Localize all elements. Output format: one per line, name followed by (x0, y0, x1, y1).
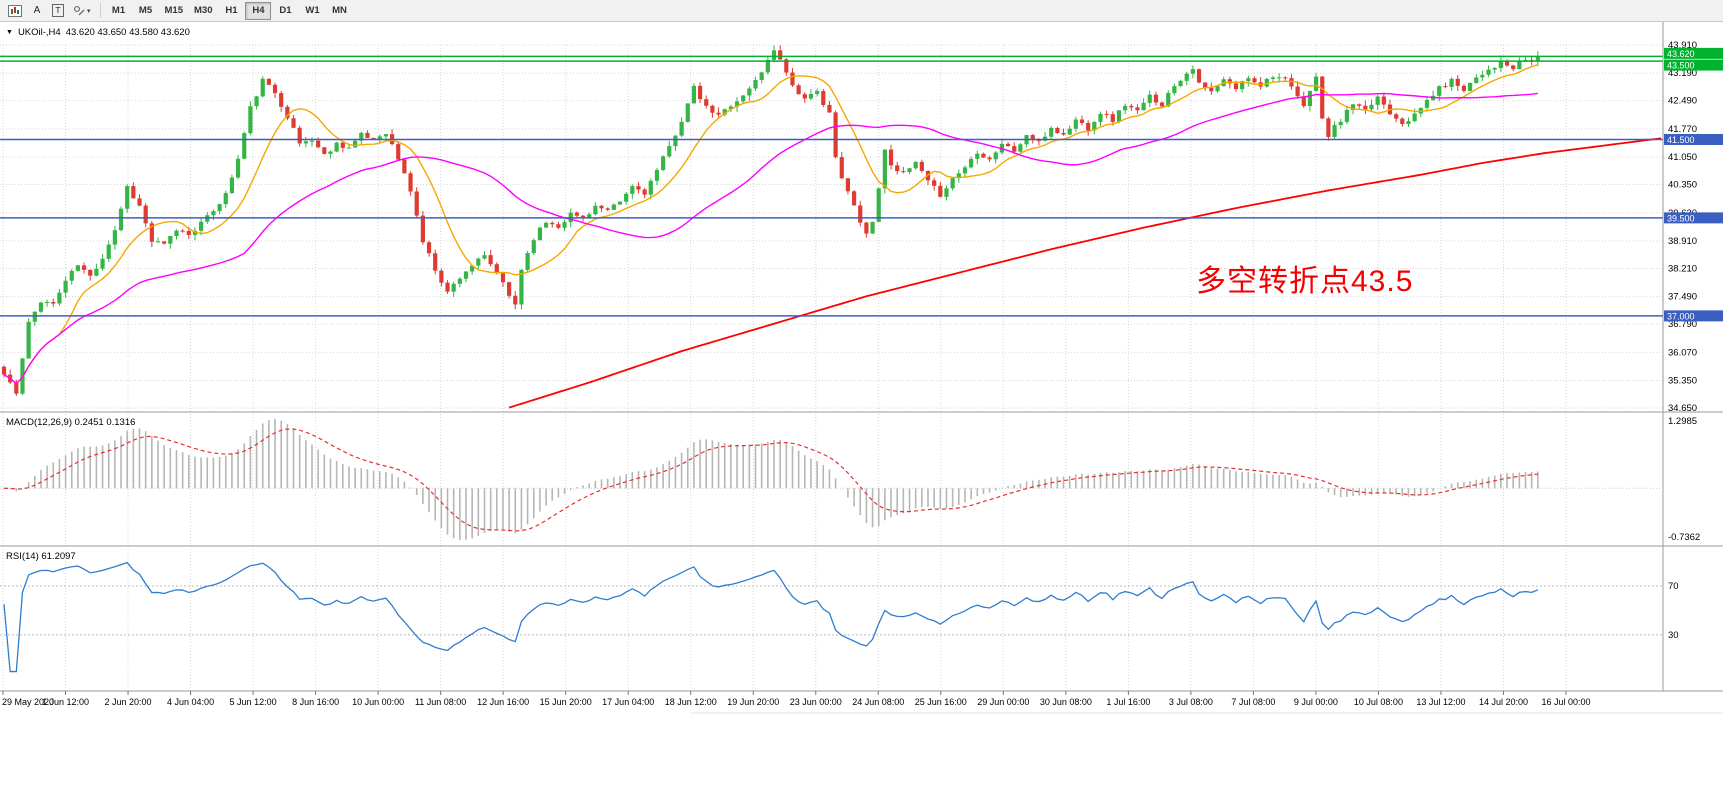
rsi-indicator-label: RSI(14) 61.2097 (6, 551, 76, 562)
price-chart-canvas[interactable]: 43.91043.19042.49041.77041.05040.35039.6… (0, 22, 1723, 793)
svg-text:43.190: 43.190 (1668, 68, 1697, 79)
svg-text:15 Jun 20:00: 15 Jun 20:00 (540, 697, 592, 707)
timeframe-mn-button[interactable]: MN (326, 2, 352, 20)
chart-annotation: 多空转折点43.5 (1196, 265, 1414, 298)
svg-text:34.650: 34.650 (1668, 403, 1697, 414)
svg-text:13 Jul 12:00: 13 Jul 12:00 (1416, 697, 1465, 707)
svg-text:18 Jun 12:00: 18 Jun 12:00 (665, 697, 717, 707)
macd-indicator-label: MACD(12,26,9) 0.2451 0.1316 (6, 417, 136, 428)
symbol-name: UKOil-,H4 (17, 27, 61, 38)
svg-text:25 Jun 16:00: 25 Jun 16:00 (915, 697, 967, 707)
svg-text:16 Jul 00:00: 16 Jul 00:00 (1541, 697, 1590, 707)
timeframe-d1-button[interactable]: D1 (272, 2, 298, 20)
svg-text:70: 70 (1668, 581, 1679, 592)
svg-text:3 Jul 08:00: 3 Jul 08:00 (1169, 697, 1213, 707)
chart-area: 43.91043.19042.49041.77041.05040.35039.6… (0, 22, 1723, 793)
svg-text:41.770: 41.770 (1668, 124, 1697, 135)
draw-tools-button[interactable]: ▾ (69, 2, 95, 20)
svg-text:9 Jul 00:00: 9 Jul 00:00 (1294, 697, 1338, 707)
svg-text:24 Jun 08:00: 24 Jun 08:00 (852, 697, 904, 707)
timeframe-h4-button[interactable]: H4 (245, 1, 272, 20)
svg-text:38.910: 38.910 (1668, 236, 1697, 247)
svg-text:7 Jul 08:00: 7 Jul 08:00 (1231, 697, 1275, 707)
chart-window-icon[interactable] (4, 2, 26, 20)
top-toolbar: A T ▾ M1 M5 M15 M30 H1 H4 D1 W1 MN (0, 0, 1723, 22)
svg-text:4 Jun 04:00: 4 Jun 04:00 (167, 697, 214, 707)
svg-text:30: 30 (1668, 630, 1679, 641)
svg-text:36.070: 36.070 (1668, 347, 1697, 358)
svg-text:40.350: 40.350 (1668, 180, 1697, 191)
svg-text:11 Jun 08:00: 11 Jun 08:00 (415, 697, 466, 707)
svg-text:30 Jun 08:00: 30 Jun 08:00 (1040, 697, 1092, 707)
svg-text:29 Jun 00:00: 29 Jun 00:00 (977, 697, 1029, 707)
timeframe-m5-button[interactable]: M5 (133, 2, 159, 20)
text-frame-label: T (52, 4, 64, 17)
timeframe-m1-button[interactable]: M1 (106, 2, 132, 20)
ohlc-values: 43.620 43.650 43.580 43.620 (65, 27, 190, 38)
timeframe-m30-button[interactable]: M30 (189, 2, 217, 20)
svg-text:12 Jun 16:00: 12 Jun 16:00 (477, 697, 529, 707)
svg-text:2 Jun 20:00: 2 Jun 20:00 (105, 697, 152, 707)
symbol-ohlc-line: ▼ UKOil-,H4 43.620 43.650 43.580 43.620 (6, 27, 190, 38)
svg-text:43.500: 43.500 (1667, 61, 1695, 71)
svg-text:43.620: 43.620 (1667, 49, 1695, 59)
svg-text:5 Jun 12:00: 5 Jun 12:00 (230, 697, 277, 707)
svg-text:37.000: 37.000 (1667, 311, 1695, 321)
svg-text:1 Jul 16:00: 1 Jul 16:00 (1106, 697, 1150, 707)
svg-text:39.500: 39.500 (1667, 213, 1695, 223)
timeframe-w1-button[interactable]: W1 (299, 2, 325, 20)
svg-text:23 Jun 00:00: 23 Jun 00:00 (790, 697, 842, 707)
svg-text:10 Jul 08:00: 10 Jul 08:00 (1354, 697, 1403, 707)
toolbar-separator (99, 3, 101, 18)
svg-text:41.500: 41.500 (1667, 135, 1695, 145)
draw-tools-icon (74, 5, 85, 15)
svg-text:10 Jun 00:00: 10 Jun 00:00 (352, 697, 404, 707)
svg-text:29 May 2020: 29 May 2020 (2, 697, 54, 707)
svg-text:36.790: 36.790 (1668, 319, 1697, 330)
text-frame-tool-button[interactable]: T (48, 2, 68, 20)
chevron-down-icon: ▾ (87, 7, 91, 15)
svg-text:1.2985: 1.2985 (1668, 416, 1697, 427)
timeframe-h1-button[interactable]: H1 (218, 2, 244, 20)
svg-text:17 Jun 04:00: 17 Jun 04:00 (602, 697, 654, 707)
svg-text:35.350: 35.350 (1668, 376, 1697, 387)
svg-text:37.490: 37.490 (1668, 292, 1697, 303)
svg-text:1 Jun 12:00: 1 Jun 12:00 (42, 697, 89, 707)
candlestick-chart-icon (8, 4, 22, 17)
svg-text:41.050: 41.050 (1668, 152, 1697, 163)
svg-text:42.490: 42.490 (1668, 96, 1697, 107)
svg-text:-0.7362: -0.7362 (1668, 532, 1700, 543)
dropdown-triangle-icon: ▼ (6, 29, 13, 36)
svg-text:19 Jun 20:00: 19 Jun 20:00 (727, 697, 779, 707)
text-tool-button[interactable]: A (27, 2, 47, 20)
timeframe-group: M1 M5 M15 M30 H1 H4 D1 W1 MN (106, 1, 353, 20)
svg-text:38.210: 38.210 (1668, 263, 1697, 274)
timeframe-m15-button[interactable]: M15 (160, 2, 188, 20)
svg-text:8 Jun 16:00: 8 Jun 16:00 (292, 697, 339, 707)
svg-text:43.910: 43.910 (1668, 40, 1697, 51)
svg-text:14 Jul 20:00: 14 Jul 20:00 (1479, 697, 1528, 707)
